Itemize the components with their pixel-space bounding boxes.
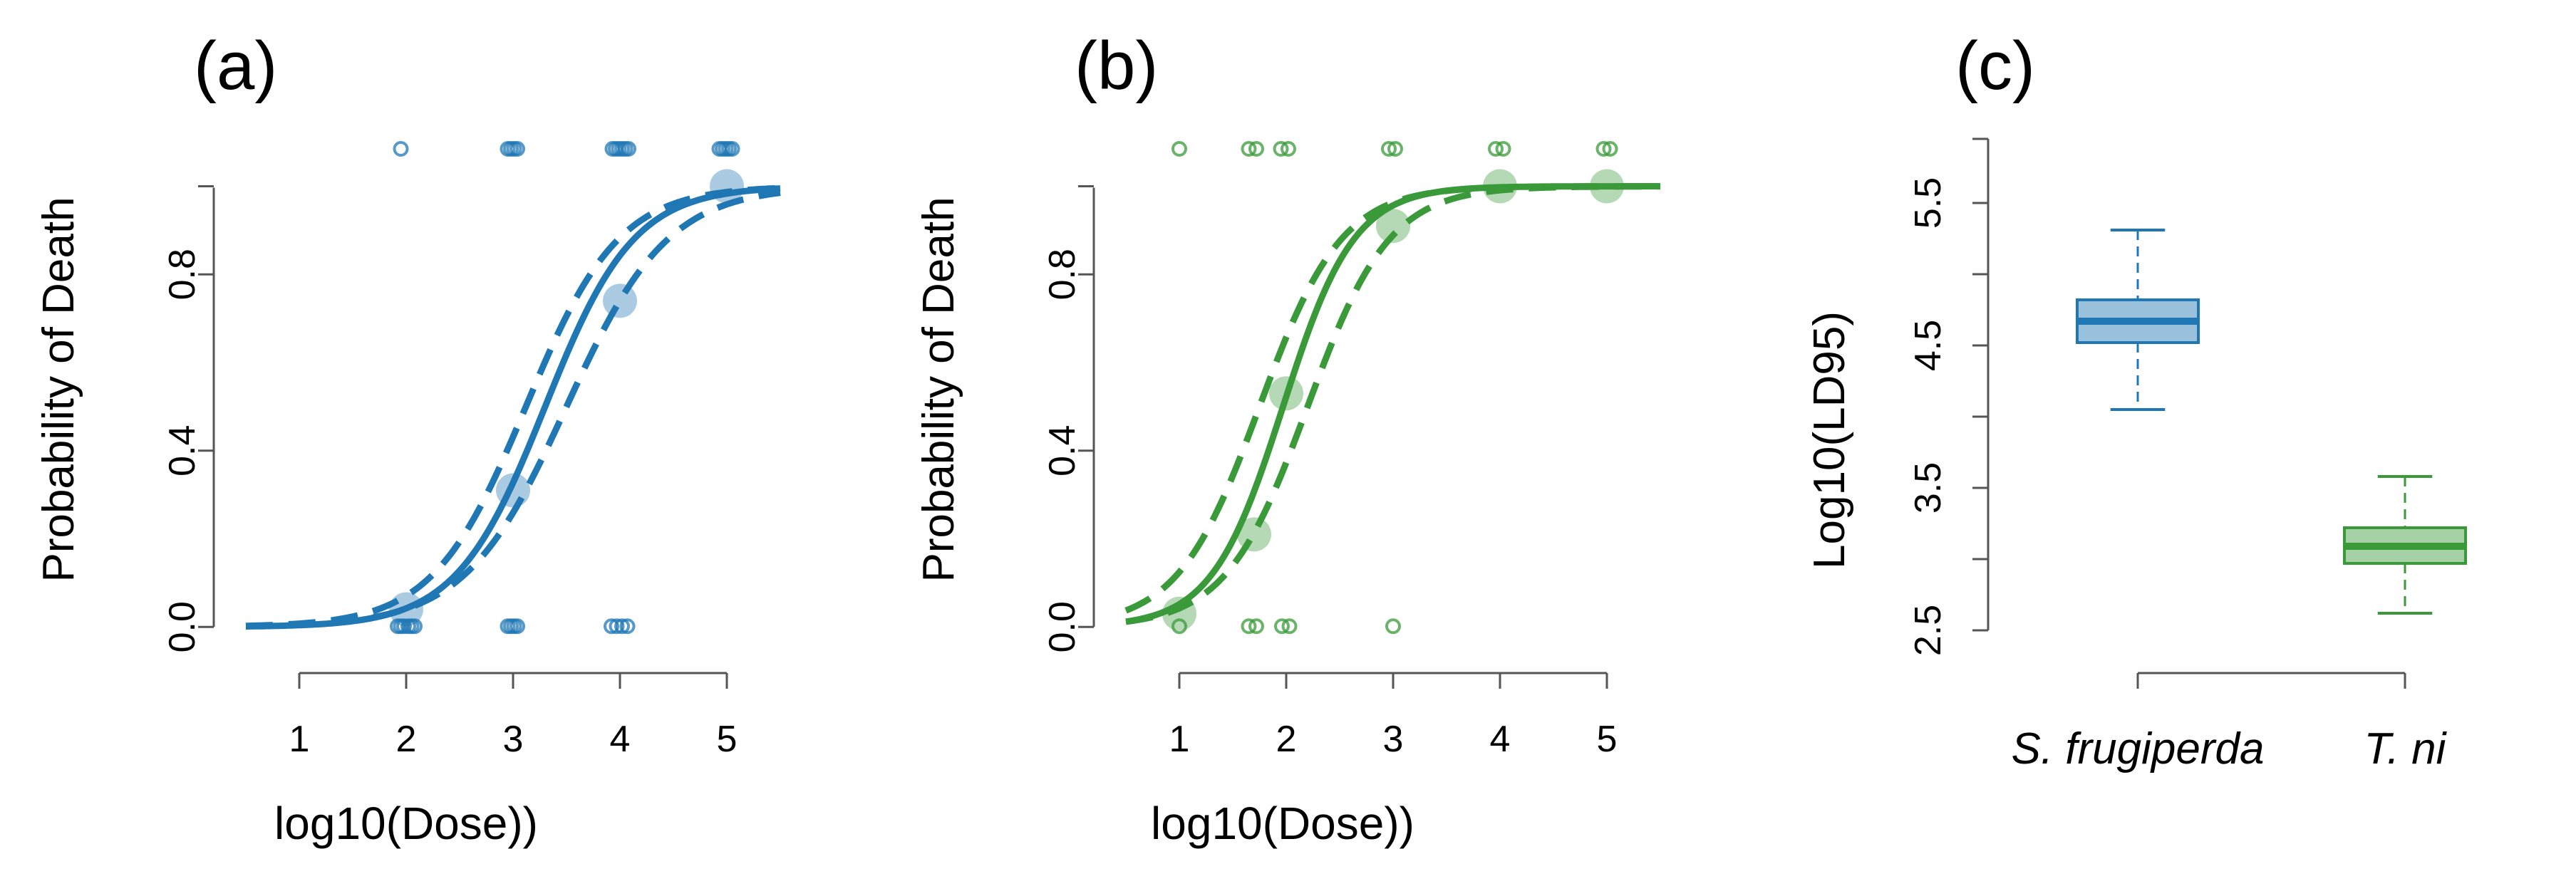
proportion-point (496, 473, 530, 508)
x-tick-label: 2 (1276, 719, 1297, 760)
y-tick-label: 3.5 (1908, 462, 1949, 514)
observation-dead (724, 141, 740, 157)
proportion-point (1376, 209, 1410, 244)
observation-dead (1495, 141, 1511, 157)
observation-alive (619, 618, 636, 635)
y-tick-label: 2.5 (1908, 605, 1949, 656)
panel-label-a: (a) (194, 28, 277, 104)
y-tick-label: 0.8 (1042, 249, 1083, 300)
observation-alive (1385, 618, 1401, 635)
y-tick-label: 5.5 (1908, 177, 1949, 229)
panel-label-b: (b) (1075, 28, 1158, 104)
plot-area-c (2076, 229, 2467, 615)
x-ticks-a: 1 2 3 4 5 (289, 672, 738, 760)
panel-a: (a) Probability of Death log10(Dose)) 1 2… (34, 28, 781, 849)
x-axis-label-b: log10(Dose)) (1151, 798, 1414, 849)
y-axis-label-c: Log10(LD95) (1805, 311, 1854, 569)
ci-upper-curve (245, 184, 781, 630)
y-ticks-c: 2.5 3.5 4.5 5.5 (1908, 137, 1990, 656)
x-axis-label-a: log10(Dose)) (274, 798, 538, 849)
observation-dead (1248, 141, 1264, 157)
plot-area-a (245, 141, 781, 635)
observation-dead (1602, 141, 1618, 157)
x-tick-label: 2 (396, 719, 417, 760)
fitted-curve (1125, 183, 1660, 625)
observation-dead (393, 141, 409, 157)
observation-alive (614, 618, 630, 635)
fitted-curve (246, 185, 781, 630)
observation-dead (1241, 141, 1257, 157)
observation-dead (1273, 141, 1289, 157)
proportion-point (710, 169, 744, 204)
x-category-label: T. ni (2364, 724, 2448, 773)
proportion-point (1237, 517, 1271, 552)
y-tick-label: 0.4 (1042, 425, 1083, 476)
proportion-point (1269, 376, 1303, 411)
observation-alive (1171, 618, 1187, 635)
observation-alive (604, 618, 619, 635)
x-tick-label: 4 (1490, 719, 1511, 760)
y-tick-label: 0.8 (162, 249, 203, 300)
x-ticks-c: S. frugiperda T. ni (2012, 672, 2448, 773)
proportion-point (1483, 169, 1517, 204)
observation-dead (1387, 141, 1403, 157)
box-t-ni (2343, 475, 2467, 615)
observation-dead (509, 141, 525, 157)
x-tick-label: 5 (717, 719, 738, 760)
x-ticks-b: 1 2 3 4 5 (1169, 672, 1618, 760)
panel-b: (b) Probability of Death log10(Dose)) 1 2… (914, 28, 1660, 849)
y-ticks-b: 0.0 0.4 0.8 (1042, 185, 1095, 652)
y-tick-label: 0.0 (1042, 601, 1083, 652)
proportion-point (603, 283, 637, 318)
x-category-label: S. frugiperda (2012, 724, 2265, 773)
box-s-frugiperda (2076, 229, 2200, 411)
panel-label-c: (c) (1955, 28, 2035, 104)
observation-alive (1281, 618, 1298, 635)
observation-alive (1248, 618, 1264, 635)
observation-alive (1241, 618, 1257, 635)
x-tick-label: 1 (289, 719, 310, 760)
observation-dead (1281, 141, 1296, 157)
observation-dead (1595, 141, 1612, 157)
ci-lower-curve (1125, 183, 1660, 625)
observation-alive (1274, 618, 1290, 635)
y-axis-label-b: Probability of Death (914, 197, 963, 582)
proportion-point (389, 592, 423, 627)
observation-dead (621, 141, 636, 157)
y-tick-label: 0.0 (162, 601, 203, 652)
observation-alive (609, 618, 625, 635)
y-tick-label: 4.5 (1908, 320, 1949, 371)
observation-alive (509, 618, 525, 635)
y-tick-label: 0.4 (162, 425, 203, 476)
observation-dead (1171, 141, 1187, 157)
x-tick-label: 5 (1597, 719, 1618, 760)
x-tick-label: 4 (610, 719, 631, 760)
plot-area-b (1124, 141, 1660, 635)
ci-lower-curve (246, 189, 781, 630)
proportion-point (1162, 596, 1196, 631)
x-tick-label: 1 (1169, 719, 1190, 760)
observation-alive (407, 618, 423, 635)
x-tick-label: 3 (1383, 719, 1404, 760)
y-axis-label-a: Probability of Death (34, 197, 83, 582)
x-tick-label: 3 (503, 719, 524, 760)
ci-upper-curve (1124, 183, 1660, 614)
proportion-point (1590, 169, 1624, 204)
observation-dead (1381, 141, 1397, 157)
panel-c: (c) Log10(LD95) 2.5 3.5 4.5 5.5 S. frugiper… (1805, 28, 2467, 773)
observation-dead (1488, 141, 1504, 157)
y-ticks-a: 0.0 0.4 0.8 (162, 185, 215, 652)
